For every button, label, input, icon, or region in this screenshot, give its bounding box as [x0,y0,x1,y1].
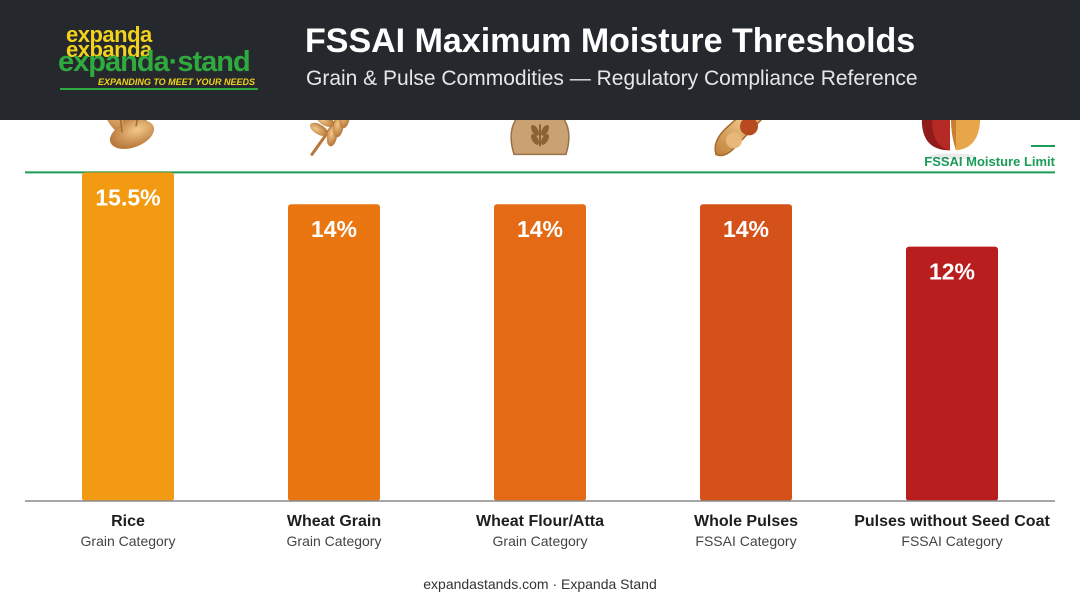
split-seed-icon [921,120,981,160]
page-title: FSSAI Maximum Moisture Thresholds [305,22,916,60]
bar-whole-pulses [700,204,792,501]
category-group-wheat-flour-atta: Grain Category [493,533,588,549]
category-group-wheat-grain: Grain Category [287,533,382,549]
category-label-whole-pulses: Whole Pulses [694,513,798,530]
rice-grains-icon [102,120,155,149]
category-group-rice: Grain Category [81,533,176,549]
category-group-pulses-without-seed-coat: FSSAI Category [901,533,1002,549]
category-group-whole-pulses: FSSAI Category [695,533,796,549]
logo-tagline: EXPANDING TO MEET YOUR NEEDS [98,77,256,87]
logo-underline [60,88,258,90]
value-label-wheat-grain: 14% [311,216,357,242]
value-label-pulses-without-seed-coat: 12% [929,259,975,285]
page-subtitle: Grain & Pulse Commodities — Regulatory C… [306,67,918,90]
bar-wheat-flour-atta [494,204,586,501]
bar-pulses-without-seed-coat [906,246,998,501]
expanda-stand-logo: expanda expanda expanda·stand EXPANDING … [58,22,268,94]
legend-swatch [1031,145,1055,147]
value-label-rice: 15.5% [95,184,160,210]
logo-line-2: expanda [66,37,152,62]
flour-sack-icon [510,120,570,156]
value-label-whole-pulses: 14% [723,216,769,242]
bar-rice [82,172,174,501]
logo-wordmark: expanda·stand [58,46,251,78]
category-label-rice: Rice [111,513,145,530]
footer-credit: expandastands.com · Expanda Stand [423,576,657,592]
logo-line-1: expanda [66,22,152,47]
bar-wheat-grain [288,204,380,501]
header-banner: expanda expanda expanda·stand EXPANDING … [0,0,1080,120]
moisture-bar-chart: 15.5% Rice Grain Category 14% Wheat Grain Gra… [25,120,1055,549]
category-label-wheat-grain: Wheat Grain [287,513,381,530]
legend-label: FSSAI Moisture Limit [924,154,1055,169]
value-label-wheat-flour-atta: 14% [517,216,563,242]
wheat-stalk-icon [309,120,350,156]
category-label-wheat-flour-atta: Wheat Flour/Atta [476,513,604,530]
category-label-pulses-without-seed-coat: Pulses without Seed Coat [854,513,1050,530]
pulse-pod-icon [714,120,762,157]
